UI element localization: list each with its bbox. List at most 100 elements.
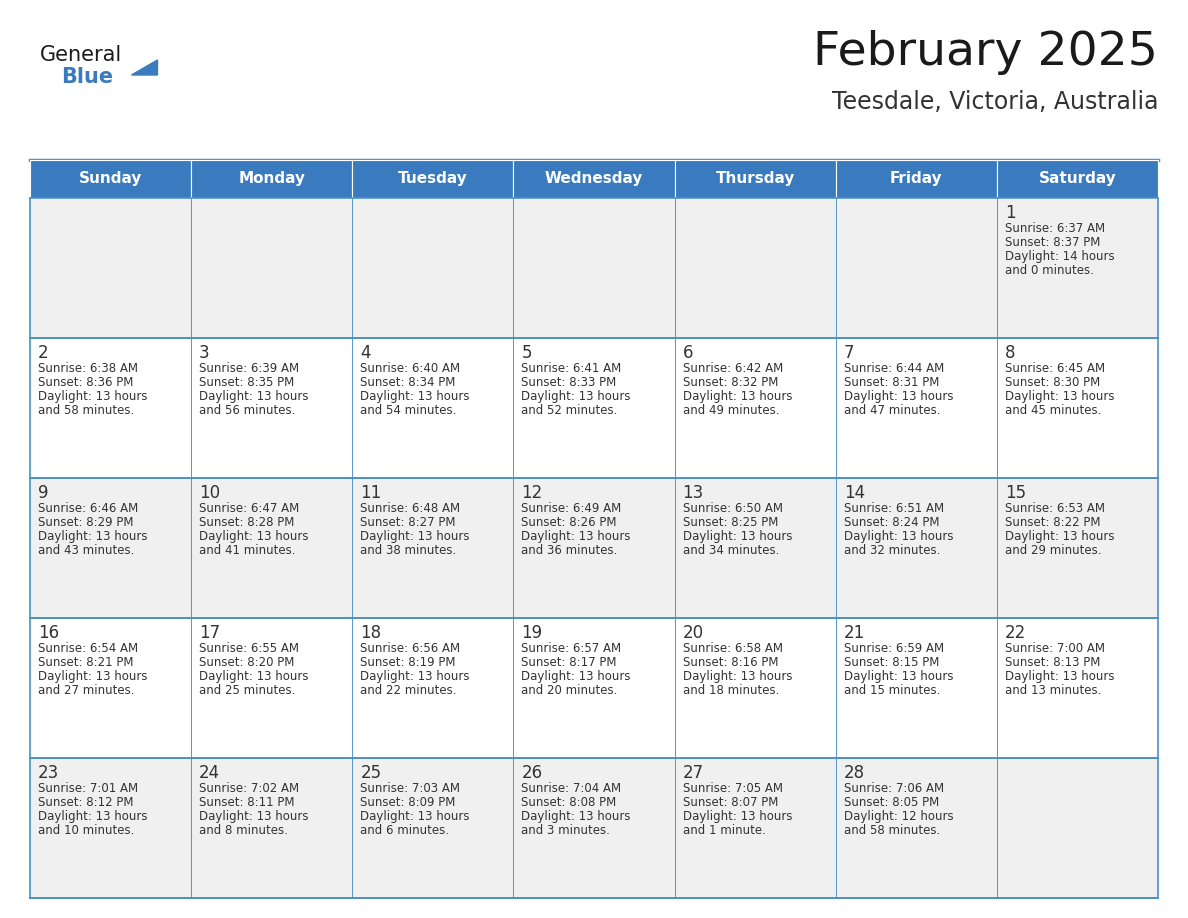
Text: Sunrise: 6:49 AM: Sunrise: 6:49 AM bbox=[522, 502, 621, 515]
Bar bbox=[191, 198, 353, 338]
Bar bbox=[353, 338, 513, 478]
Text: and 25 minutes.: and 25 minutes. bbox=[200, 684, 296, 697]
Text: Sunrise: 6:50 AM: Sunrise: 6:50 AM bbox=[683, 502, 783, 515]
Text: Daylight: 13 hours: Daylight: 13 hours bbox=[200, 810, 309, 823]
Text: Daylight: 13 hours: Daylight: 13 hours bbox=[683, 810, 792, 823]
Text: Sunset: 8:33 PM: Sunset: 8:33 PM bbox=[522, 376, 617, 389]
Text: Sunset: 8:26 PM: Sunset: 8:26 PM bbox=[522, 516, 617, 529]
Text: 22: 22 bbox=[1005, 624, 1026, 642]
Text: Daylight: 13 hours: Daylight: 13 hours bbox=[843, 390, 953, 403]
Text: Sunday: Sunday bbox=[78, 172, 143, 186]
Text: Sunset: 8:12 PM: Sunset: 8:12 PM bbox=[38, 796, 133, 809]
Text: Daylight: 13 hours: Daylight: 13 hours bbox=[522, 810, 631, 823]
Text: and 38 minutes.: and 38 minutes. bbox=[360, 544, 456, 557]
Text: Sunrise: 6:45 AM: Sunrise: 6:45 AM bbox=[1005, 362, 1105, 375]
Text: Sunrise: 6:47 AM: Sunrise: 6:47 AM bbox=[200, 502, 299, 515]
Text: Daylight: 13 hours: Daylight: 13 hours bbox=[1005, 390, 1114, 403]
Bar bbox=[835, 338, 997, 478]
Text: Sunset: 8:08 PM: Sunset: 8:08 PM bbox=[522, 796, 617, 809]
Text: 11: 11 bbox=[360, 484, 381, 502]
Text: Sunset: 8:17 PM: Sunset: 8:17 PM bbox=[522, 656, 617, 669]
Text: Teesdale, Victoria, Australia: Teesdale, Victoria, Australia bbox=[832, 90, 1158, 114]
Bar bbox=[353, 478, 513, 618]
Bar bbox=[997, 478, 1158, 618]
Text: Sunset: 8:34 PM: Sunset: 8:34 PM bbox=[360, 376, 456, 389]
Text: Daylight: 13 hours: Daylight: 13 hours bbox=[522, 390, 631, 403]
Text: Sunset: 8:24 PM: Sunset: 8:24 PM bbox=[843, 516, 940, 529]
Text: and 34 minutes.: and 34 minutes. bbox=[683, 544, 779, 557]
Text: 26: 26 bbox=[522, 764, 543, 782]
Text: and 52 minutes.: and 52 minutes. bbox=[522, 404, 618, 417]
Text: 28: 28 bbox=[843, 764, 865, 782]
Text: Thursday: Thursday bbox=[715, 172, 795, 186]
Text: Daylight: 13 hours: Daylight: 13 hours bbox=[522, 670, 631, 683]
Text: Sunrise: 6:56 AM: Sunrise: 6:56 AM bbox=[360, 642, 461, 655]
Text: Daylight: 13 hours: Daylight: 13 hours bbox=[843, 670, 953, 683]
Text: Sunrise: 7:05 AM: Sunrise: 7:05 AM bbox=[683, 782, 783, 795]
Text: and 43 minutes.: and 43 minutes. bbox=[38, 544, 134, 557]
Bar bbox=[997, 758, 1158, 898]
Text: Daylight: 13 hours: Daylight: 13 hours bbox=[200, 670, 309, 683]
Text: and 36 minutes.: and 36 minutes. bbox=[522, 544, 618, 557]
Bar bbox=[191, 758, 353, 898]
Text: 27: 27 bbox=[683, 764, 703, 782]
Text: and 41 minutes.: and 41 minutes. bbox=[200, 544, 296, 557]
Text: 8: 8 bbox=[1005, 344, 1016, 362]
Bar bbox=[513, 618, 675, 758]
Text: Sunrise: 6:53 AM: Sunrise: 6:53 AM bbox=[1005, 502, 1105, 515]
Text: and 18 minutes.: and 18 minutes. bbox=[683, 684, 779, 697]
Text: Tuesday: Tuesday bbox=[398, 172, 468, 186]
Bar bbox=[675, 478, 835, 618]
Text: Daylight: 13 hours: Daylight: 13 hours bbox=[38, 530, 147, 543]
Text: Sunset: 8:19 PM: Sunset: 8:19 PM bbox=[360, 656, 456, 669]
Text: Sunrise: 6:44 AM: Sunrise: 6:44 AM bbox=[843, 362, 944, 375]
Text: Sunrise: 6:40 AM: Sunrise: 6:40 AM bbox=[360, 362, 461, 375]
Bar bbox=[675, 618, 835, 758]
Text: Sunset: 8:31 PM: Sunset: 8:31 PM bbox=[843, 376, 939, 389]
Text: and 58 minutes.: and 58 minutes. bbox=[38, 404, 134, 417]
Text: Sunrise: 6:38 AM: Sunrise: 6:38 AM bbox=[38, 362, 138, 375]
Text: 17: 17 bbox=[200, 624, 220, 642]
Text: Sunset: 8:11 PM: Sunset: 8:11 PM bbox=[200, 796, 295, 809]
Text: Sunrise: 7:00 AM: Sunrise: 7:00 AM bbox=[1005, 642, 1105, 655]
Text: February 2025: February 2025 bbox=[813, 30, 1158, 75]
Text: Sunset: 8:13 PM: Sunset: 8:13 PM bbox=[1005, 656, 1100, 669]
Text: Daylight: 14 hours: Daylight: 14 hours bbox=[1005, 250, 1114, 263]
Bar bbox=[835, 160, 997, 198]
Bar bbox=[675, 758, 835, 898]
Text: Friday: Friday bbox=[890, 172, 942, 186]
Text: Sunset: 8:05 PM: Sunset: 8:05 PM bbox=[843, 796, 939, 809]
Text: and 8 minutes.: and 8 minutes. bbox=[200, 824, 287, 837]
Bar bbox=[30, 618, 191, 758]
Bar bbox=[835, 758, 997, 898]
Text: and 3 minutes.: and 3 minutes. bbox=[522, 824, 611, 837]
Text: 19: 19 bbox=[522, 624, 543, 642]
Bar bbox=[191, 338, 353, 478]
Text: Sunrise: 6:57 AM: Sunrise: 6:57 AM bbox=[522, 642, 621, 655]
Text: Sunrise: 6:37 AM: Sunrise: 6:37 AM bbox=[1005, 222, 1105, 235]
Text: 14: 14 bbox=[843, 484, 865, 502]
Text: Blue: Blue bbox=[62, 67, 114, 87]
Text: Sunrise: 6:41 AM: Sunrise: 6:41 AM bbox=[522, 362, 621, 375]
Bar bbox=[30, 198, 191, 338]
Text: Daylight: 13 hours: Daylight: 13 hours bbox=[843, 530, 953, 543]
Text: Sunrise: 6:58 AM: Sunrise: 6:58 AM bbox=[683, 642, 783, 655]
Text: Sunset: 8:27 PM: Sunset: 8:27 PM bbox=[360, 516, 456, 529]
Bar bbox=[30, 478, 191, 618]
Text: Daylight: 13 hours: Daylight: 13 hours bbox=[200, 390, 309, 403]
Text: Wednesday: Wednesday bbox=[545, 172, 643, 186]
Text: 7: 7 bbox=[843, 344, 854, 362]
Text: Sunset: 8:30 PM: Sunset: 8:30 PM bbox=[1005, 376, 1100, 389]
Text: and 45 minutes.: and 45 minutes. bbox=[1005, 404, 1101, 417]
Text: 13: 13 bbox=[683, 484, 703, 502]
Text: Sunset: 8:15 PM: Sunset: 8:15 PM bbox=[843, 656, 939, 669]
Text: Sunset: 8:37 PM: Sunset: 8:37 PM bbox=[1005, 236, 1100, 249]
Text: Sunrise: 6:46 AM: Sunrise: 6:46 AM bbox=[38, 502, 138, 515]
Text: Sunset: 8:25 PM: Sunset: 8:25 PM bbox=[683, 516, 778, 529]
Bar bbox=[353, 758, 513, 898]
Text: Daylight: 13 hours: Daylight: 13 hours bbox=[522, 530, 631, 543]
Text: 6: 6 bbox=[683, 344, 693, 362]
Text: 12: 12 bbox=[522, 484, 543, 502]
Text: Sunrise: 6:55 AM: Sunrise: 6:55 AM bbox=[200, 642, 299, 655]
Polygon shape bbox=[132, 60, 158, 75]
